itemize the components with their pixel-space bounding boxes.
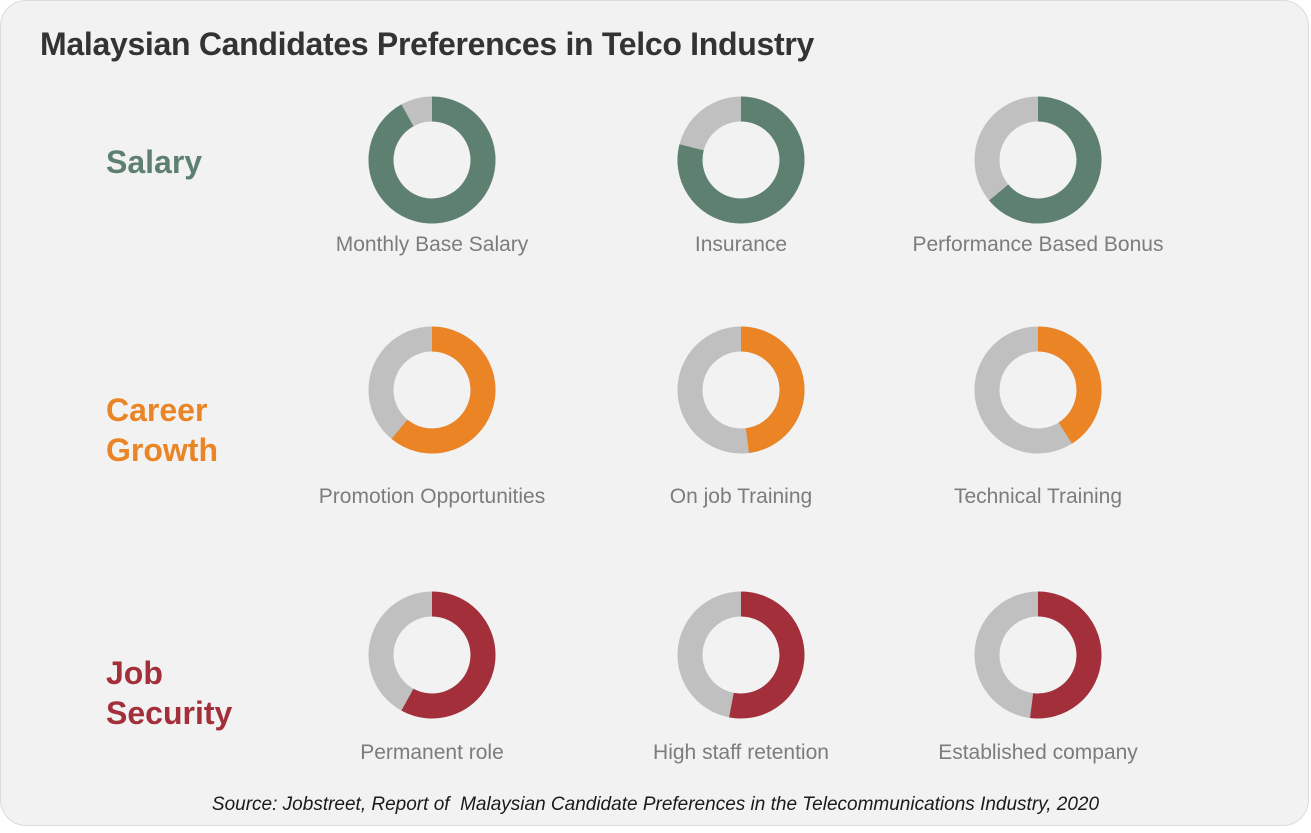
group-label-salary: Salary: [106, 144, 203, 180]
donut-label-promotion-opportunities: Promotion Opportunities: [318, 485, 546, 508]
donut-label-technical-training: Technical Training: [953, 485, 1123, 508]
donut-established-company: [974, 591, 1102, 719]
donut-on-job-training: [677, 326, 805, 454]
donut-performance-based-bonus: [974, 96, 1102, 224]
group-label-career-growth: Career Growth: [106, 392, 218, 468]
donut-value-permanent-role: [401, 591, 496, 719]
chart-title: Malaysian Candidates Preferences in Telc…: [40, 26, 815, 62]
donut-permanent-role: [368, 591, 496, 719]
donut-technical-training: [974, 326, 1102, 454]
donut-value-insurance: [677, 96, 805, 224]
donut-label-permanent-role: Permanent role: [360, 741, 504, 764]
group-label-job-security: Job Security: [106, 655, 233, 731]
donut-value-high-staff-retention: [729, 591, 805, 719]
donut-promotion-opportunities: [368, 326, 496, 454]
donut-value-performance-based-bonus: [989, 96, 1102, 224]
donut-label-on-job-training: On job Training: [669, 485, 813, 508]
donut-high-staff-retention: [677, 591, 805, 719]
donut-value-established-company: [1030, 591, 1102, 719]
donut-label-insurance: Insurance: [694, 233, 788, 256]
donut-value-promotion-opportunities: [391, 326, 496, 454]
donut-monthly-base-salary: [368, 96, 496, 224]
donut-label-performance-based-bonus: Performance Based Bonus: [912, 233, 1164, 256]
source-note: Source: Jobstreet, Report of Malaysian C…: [211, 794, 1100, 815]
donut-label-high-staff-retention: High staff retention: [653, 741, 829, 764]
donut-value-monthly-base-salary: [368, 96, 496, 224]
donut-label-monthly-base-salary: Monthly Base Salary: [335, 233, 529, 256]
donut-value-on-job-training: [740, 326, 805, 453]
donut-value-technical-training: [1037, 326, 1102, 444]
donut-label-established-company: Established company: [938, 741, 1138, 764]
donut-insurance: [677, 96, 805, 224]
